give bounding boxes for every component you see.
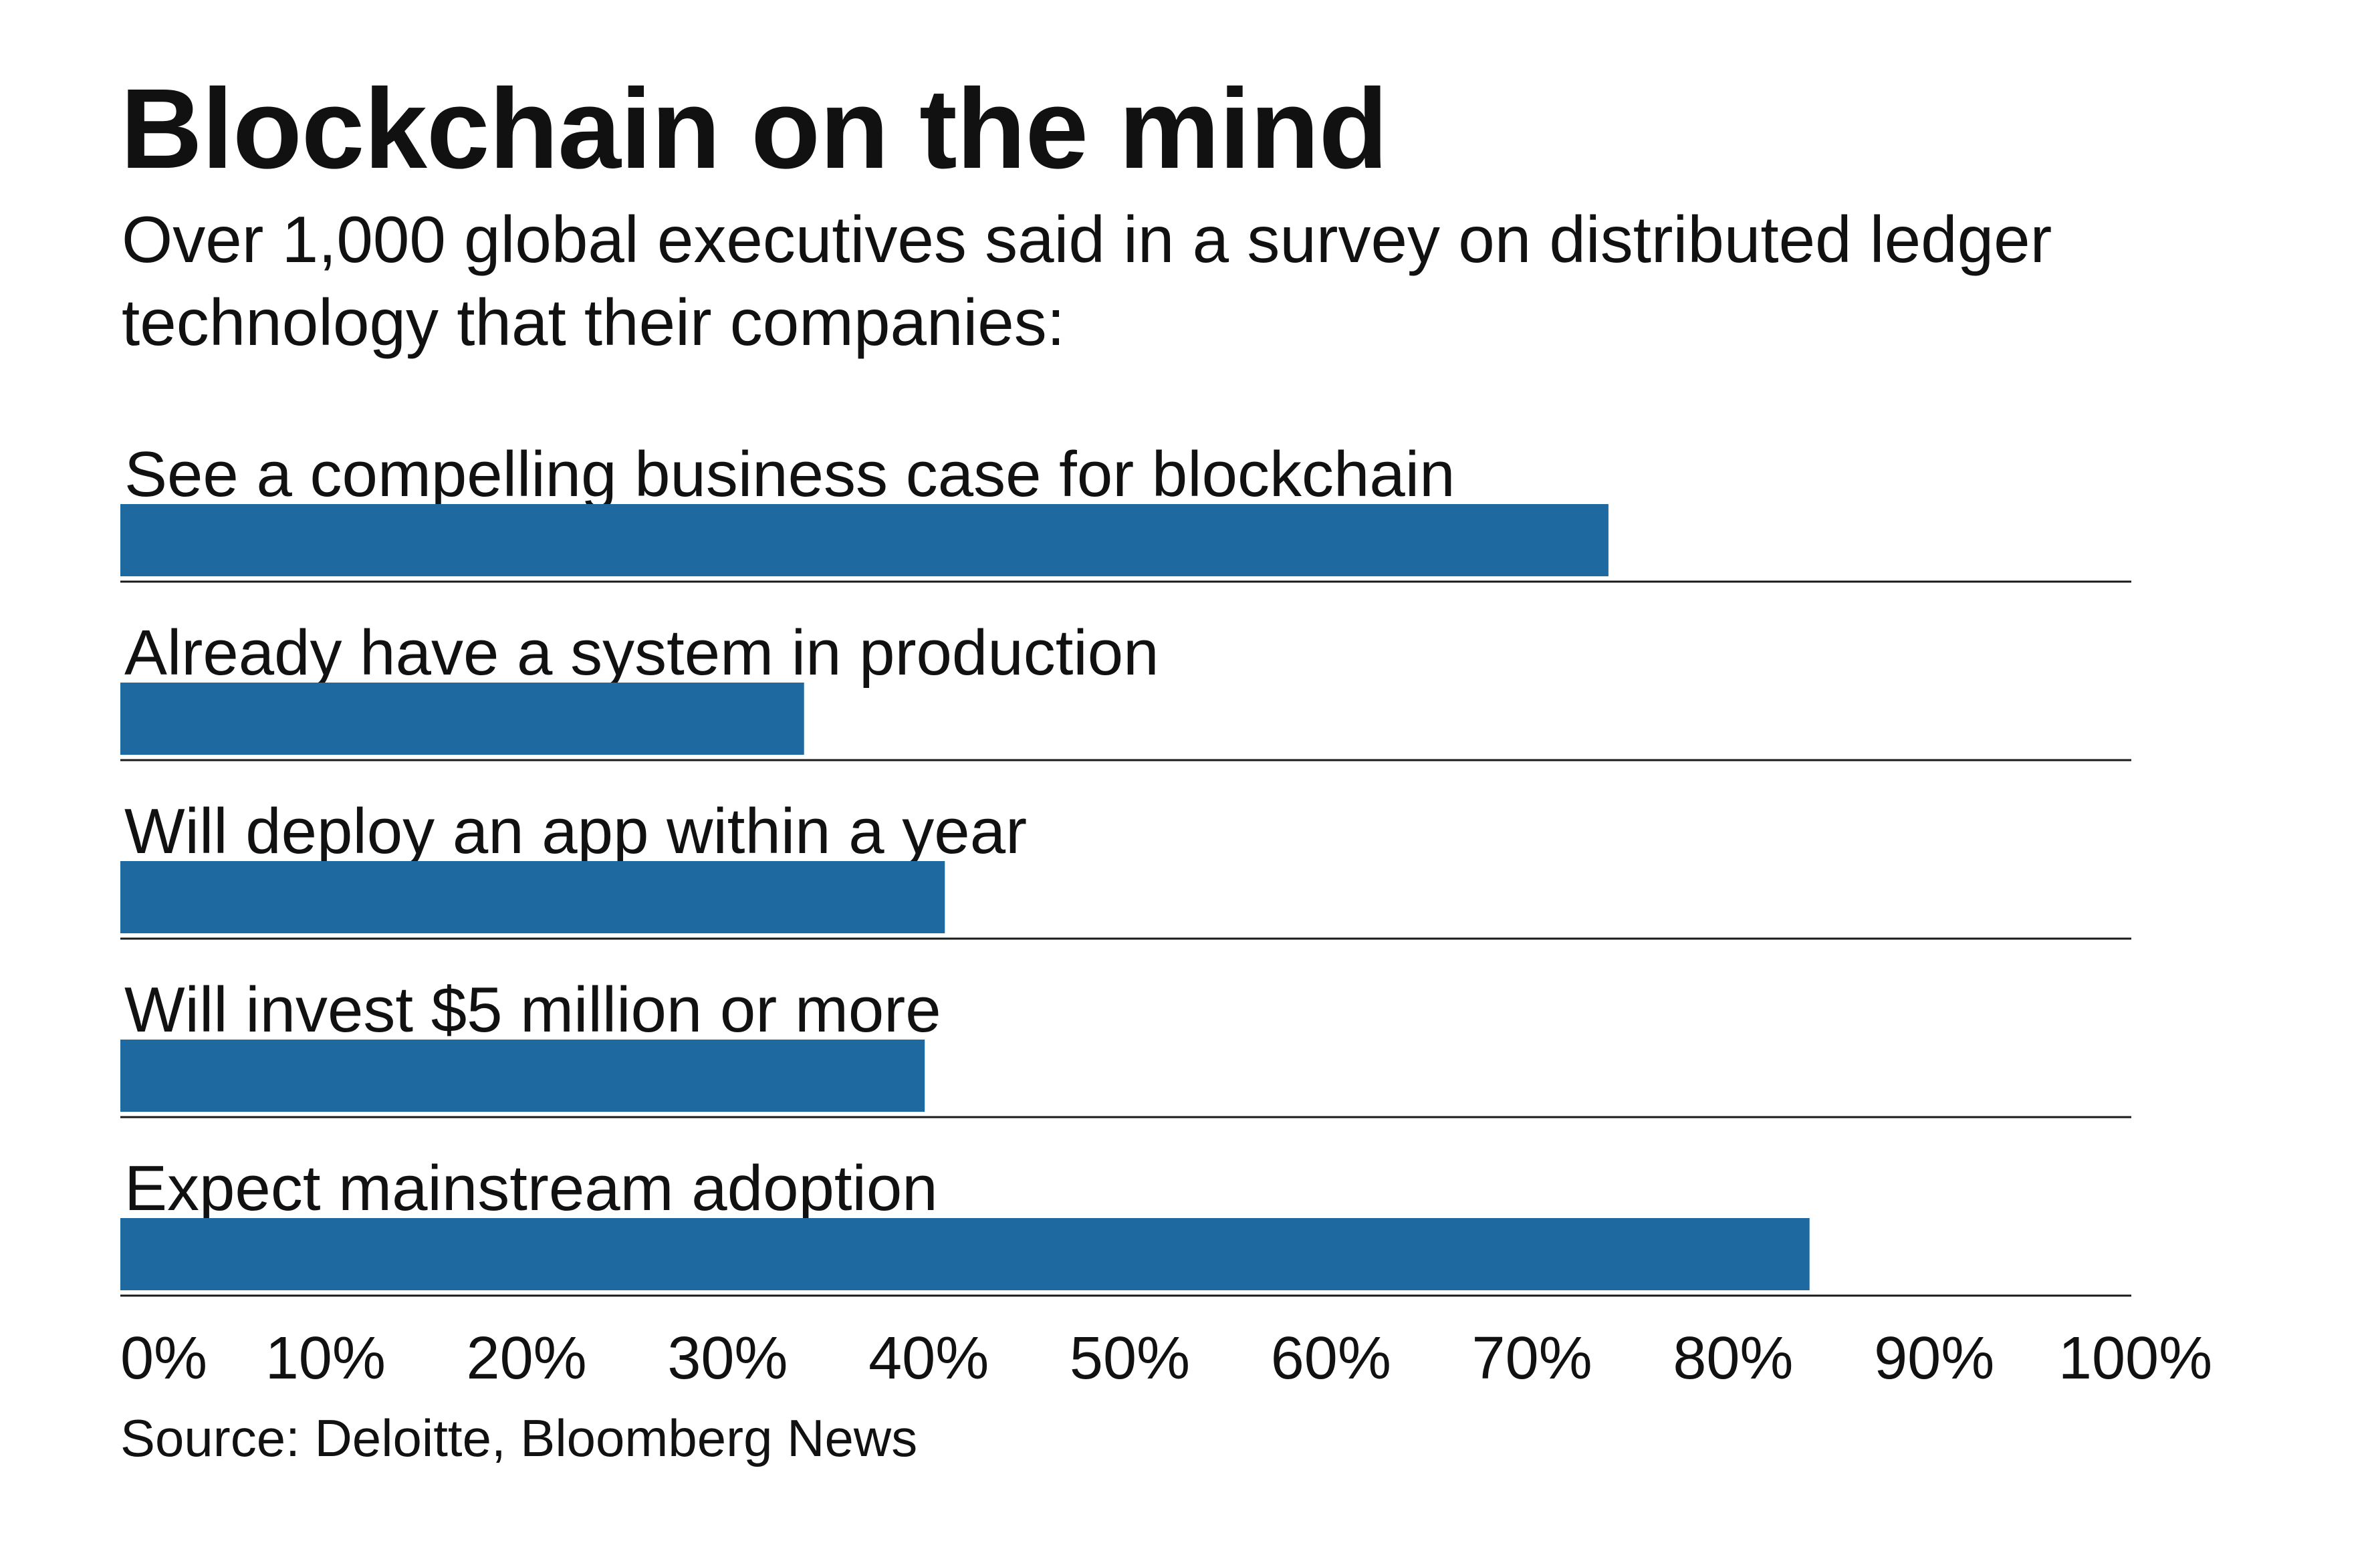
category-label: Already have a system in production xyxy=(124,617,1159,689)
category-label: See a compelling business case for block… xyxy=(124,439,1455,510)
x-tick-label: 100% xyxy=(2058,1325,2212,1392)
bar xyxy=(120,1218,1810,1290)
chart-title: Blockchain on the mind xyxy=(120,66,1388,193)
x-tick-label: 20% xyxy=(467,1325,587,1392)
x-tick-label: 30% xyxy=(667,1325,788,1392)
x-tick-label: 90% xyxy=(1874,1325,1994,1392)
x-tick-label: 70% xyxy=(1472,1325,1592,1392)
x-tick-label: 60% xyxy=(1271,1325,1391,1392)
category-label: Expect mainstream adoption xyxy=(124,1153,938,1224)
x-tick-label: 80% xyxy=(1673,1325,1793,1392)
bar-chart: See a compelling business case for block… xyxy=(120,439,2212,1392)
x-tick-label: 0% xyxy=(120,1325,207,1392)
source-note: Source: Deloitte, Bloomberg News xyxy=(120,1409,918,1467)
x-tick-label: 50% xyxy=(1070,1325,1190,1392)
x-tick-label: 40% xyxy=(868,1325,989,1392)
chart-subtitle: Over 1,000 global executives said in a s… xyxy=(122,203,2052,359)
category-label: Will deploy an app within a year xyxy=(124,796,1027,867)
bar xyxy=(120,683,804,755)
x-tick-label: 10% xyxy=(265,1325,386,1392)
bar xyxy=(120,861,945,933)
category-label: Will invest $5 million or more xyxy=(124,974,941,1046)
bar xyxy=(120,1040,925,1112)
bar xyxy=(120,504,1609,576)
